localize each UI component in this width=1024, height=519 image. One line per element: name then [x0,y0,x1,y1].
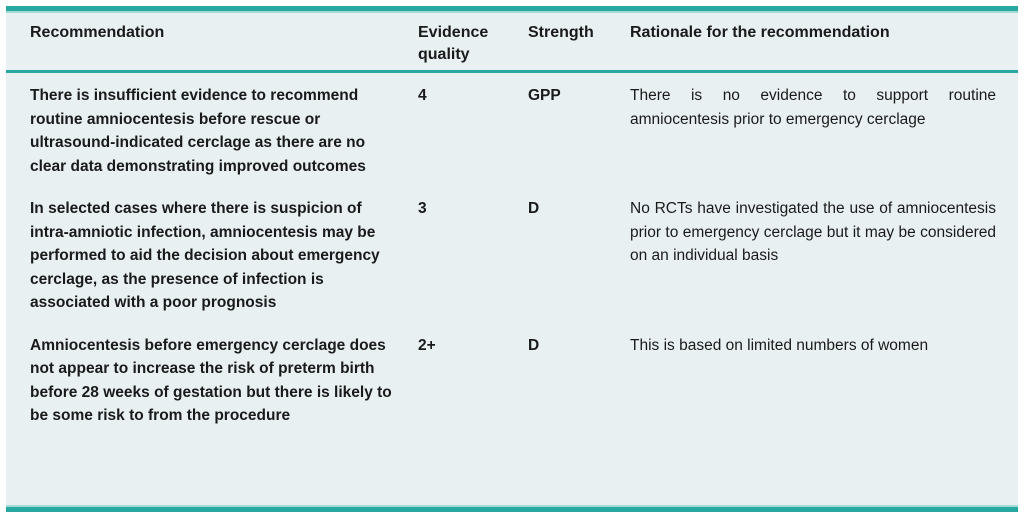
cell-evidence-quality: 4 [418,87,427,104]
column-header-strength: Strength [528,24,594,41]
cell-recommendation: Amniocentesis before emergency cerclage … [30,336,392,425]
cell-evidence-quality: 2+ [418,336,436,354]
cell-rationale: There is no evidence to support routine … [630,87,996,128]
table-row: There is insufficient evidence to recomm… [6,84,1018,178]
top-rule-main [6,6,1018,11]
cell-strength: GPP [528,87,561,104]
cell-rationale: No RCTs have investigated the use of amn… [630,200,996,264]
recommendations-table: Recommendation Evidence quality Strength… [6,6,1018,512]
cell-strength: D [528,200,540,217]
column-header-evidence-quality: Evidence quality [418,24,489,63]
bottom-rule-main [6,507,1018,512]
cell-recommendation: There is insufficient evidence to recomm… [30,87,366,175]
table-header-row: Recommendation Evidence quality Strength… [6,13,1018,70]
top-rule-edge [6,11,1018,13]
table-bottom-rule [6,505,1018,512]
bottom-rule-edge [6,505,1018,507]
table-top-rule [6,6,1018,13]
table-row: In selected cases where there is suspici… [6,197,1018,315]
cell-strength: D [528,336,540,354]
cell-evidence-quality: 3 [418,200,427,217]
header-divider-rule [6,70,1018,73]
cell-recommendation: In selected cases where there is suspici… [30,200,380,311]
column-header-rationale: Rationale for the recommendation [630,24,890,41]
table-body: There is insufficient evidence to recomm… [6,73,1018,505]
cell-rationale: This is based on limited numbers of wome… [630,336,929,354]
table-row: Amniocentesis before emergency cerclage … [6,334,1018,428]
column-header-recommendation: Recommendation [30,24,165,41]
